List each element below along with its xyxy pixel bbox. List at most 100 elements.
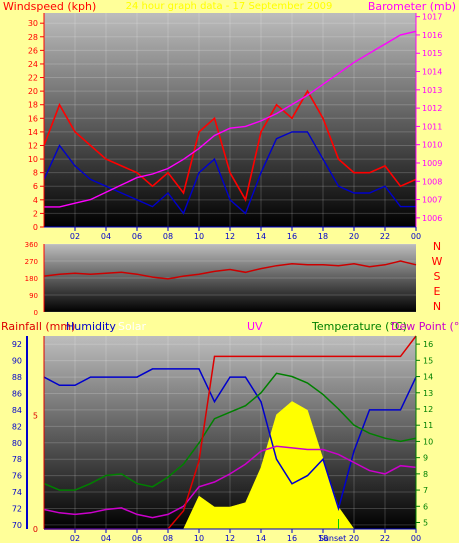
time-tick-label: 12 bbox=[225, 232, 235, 241]
pressure-tick-label: 1015 bbox=[422, 49, 442, 58]
humidity-tick-label: 74 bbox=[12, 488, 22, 497]
time-tick-label: 16 bbox=[287, 232, 297, 241]
wind-tick-label: 2 bbox=[33, 209, 38, 218]
time-tick-label: 06 bbox=[132, 534, 142, 543]
pressure-axis-title: Barometer (mb) bbox=[368, 0, 456, 13]
rainfall-axis-title: Rainfall (mm) bbox=[1, 320, 75, 333]
wind-tick-label: 10 bbox=[28, 155, 38, 164]
humidity-series bbox=[43, 368, 417, 512]
compass-label: E bbox=[434, 285, 441, 298]
compass-label: N bbox=[433, 300, 441, 313]
pressure-tick-label: 1009 bbox=[422, 159, 442, 168]
time-tick-label: 08 bbox=[163, 534, 173, 543]
dewpoint-axis-title: Dew Point (°C) bbox=[391, 320, 459, 333]
wind-tick-label: 8 bbox=[33, 169, 38, 178]
pressure-tick-label: 1012 bbox=[422, 104, 442, 113]
time-tick-label: 02 bbox=[70, 232, 80, 241]
time-tick-label: 10 bbox=[194, 232, 204, 241]
time-tick-label: 10 bbox=[194, 534, 204, 543]
temperature-tick-label: 11 bbox=[423, 421, 433, 430]
direction-tick-label: 270 bbox=[25, 258, 38, 266]
time-tick-label: 14 bbox=[256, 534, 266, 543]
time-tick-label: 00 bbox=[411, 534, 421, 543]
humidity-tick-label: 76 bbox=[12, 472, 22, 481]
time-tick-label: 20 bbox=[349, 534, 359, 543]
wind-plot-area bbox=[44, 13, 416, 227]
sunset-label: Sunset bbox=[319, 534, 346, 543]
temperature-tick-label: 6 bbox=[423, 502, 428, 511]
time-tick-label: 18 bbox=[318, 232, 328, 241]
pressure-tick-label: 1013 bbox=[422, 86, 442, 95]
wind-tick-label: 22 bbox=[28, 74, 38, 83]
pressure-tick-label: 1007 bbox=[422, 196, 442, 205]
wind-tick-label: 20 bbox=[28, 87, 38, 96]
dewpoint-series bbox=[43, 445, 417, 519]
pressure-tick-label: 1014 bbox=[422, 68, 442, 77]
time-tick-label: 04 bbox=[101, 534, 111, 543]
direction-tick-label: 0 bbox=[34, 309, 38, 317]
solar-label: Solar bbox=[118, 320, 147, 333]
temperature-tick-label: 16 bbox=[423, 340, 433, 349]
wind-axis-title: Windspeed (kph) bbox=[3, 0, 96, 13]
compass-label: N bbox=[433, 240, 441, 253]
wind-average-series bbox=[43, 131, 416, 215]
time-tick-label: 08 bbox=[163, 232, 173, 241]
compass-label: W bbox=[432, 255, 443, 268]
time-tick-label: 22 bbox=[380, 232, 390, 241]
wind-tick-label: 14 bbox=[28, 128, 38, 137]
humidity-tick-label: 84 bbox=[12, 406, 22, 415]
wind-tick-label: 4 bbox=[33, 196, 38, 205]
direction-tick-label: 360 bbox=[25, 241, 38, 249]
rain-tick-label: 5 bbox=[33, 411, 38, 420]
chart-title: 24 hour graph data - 17 September 2009 bbox=[126, 1, 333, 12]
humidity-tick-label: 78 bbox=[12, 455, 22, 464]
temperature-tick-label: 14 bbox=[423, 373, 433, 382]
temperature-tick-label: 12 bbox=[423, 405, 433, 414]
wind-tick-label: 6 bbox=[33, 182, 38, 191]
time-tick-label: 06 bbox=[132, 232, 142, 241]
direction-tick-label: 180 bbox=[25, 275, 38, 283]
pressure-tick-label: 1010 bbox=[422, 141, 442, 150]
rain-tick-label: 0 bbox=[33, 525, 38, 534]
temperature-axis-title: Temperature (°C) bbox=[311, 320, 407, 333]
time-tick-label: 16 bbox=[287, 534, 297, 543]
temperature-tick-label: 9 bbox=[423, 454, 428, 463]
humidity-tick-label: 88 bbox=[12, 373, 22, 382]
humidity-tick-label: 86 bbox=[12, 389, 22, 398]
humidity-tick-label: 82 bbox=[12, 422, 22, 431]
time-tick-label: 00 bbox=[411, 232, 421, 241]
uv-label: UV bbox=[247, 320, 263, 333]
wind-tick-label: 16 bbox=[28, 114, 38, 123]
humidity-tick-label: 70 bbox=[12, 521, 22, 530]
temperature-tick-label: 7 bbox=[423, 486, 428, 495]
temperature-series bbox=[43, 372, 417, 491]
temperature-tick-label: 13 bbox=[423, 389, 433, 398]
wind-tick-label: 24 bbox=[28, 60, 38, 69]
temperature-tick-label: 10 bbox=[423, 437, 433, 446]
wind-tick-label: 18 bbox=[28, 101, 38, 110]
temperature-tick-label: 8 bbox=[423, 470, 428, 479]
humidity-axis-title: Humidity bbox=[66, 320, 116, 333]
humidity-tick-label: 92 bbox=[12, 340, 22, 349]
temperature-tick-label: 15 bbox=[423, 356, 433, 365]
wind-direction-series bbox=[43, 260, 417, 280]
temperature-tick-label: 5 bbox=[423, 519, 428, 528]
time-tick-label: 18 bbox=[318, 534, 328, 543]
pressure-tick-label: 1006 bbox=[422, 214, 442, 223]
wind-gust-series bbox=[43, 89, 417, 202]
pressure-tick-label: 1017 bbox=[422, 13, 442, 22]
humidity-tick-label: 72 bbox=[12, 504, 22, 513]
direction-plot-area bbox=[44, 244, 416, 312]
humidity-tick-label: 80 bbox=[12, 439, 22, 448]
time-tick-label: 22 bbox=[380, 534, 390, 543]
direction-tick-label: 90 bbox=[29, 292, 38, 300]
time-tick-label: 14 bbox=[256, 232, 266, 241]
wind-tick-label: 12 bbox=[28, 141, 38, 150]
wind-tick-label: 0 bbox=[33, 223, 38, 232]
humidity-tick-label: 90 bbox=[12, 357, 22, 366]
time-tick-label: 02 bbox=[70, 534, 80, 543]
wind-tick-label: 26 bbox=[28, 46, 38, 55]
wind-tick-label: 30 bbox=[28, 19, 38, 28]
pressure-series bbox=[44, 30, 417, 208]
